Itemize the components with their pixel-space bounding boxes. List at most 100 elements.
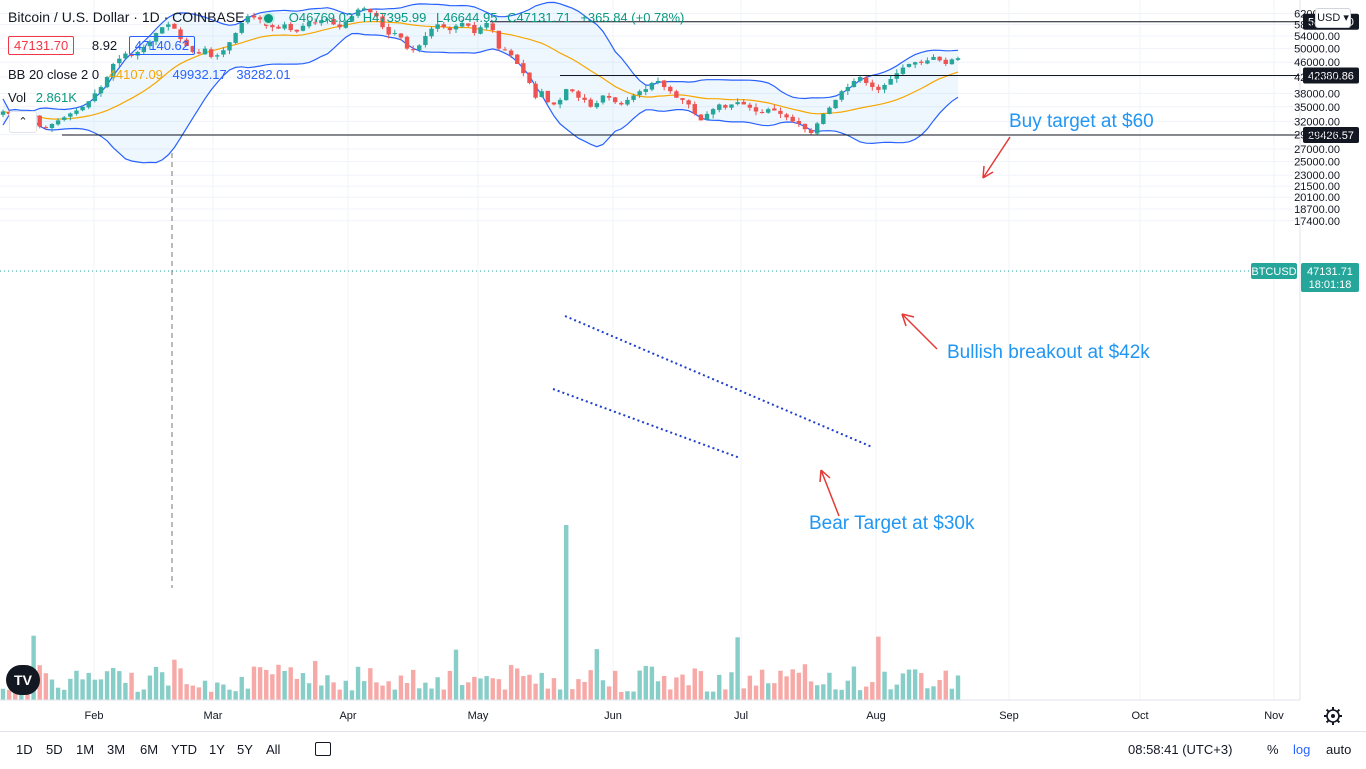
volume-bar: [484, 676, 489, 700]
volume-bar: [533, 683, 538, 700]
descending-channel: [552, 315, 873, 459]
volume-bars: [0, 525, 961, 700]
spread-value: 8.92: [91, 38, 118, 53]
tf-1d[interactable]: 1D: [16, 742, 33, 757]
candle-body: [300, 25, 306, 31]
bb-upper-value: 49932.17: [172, 67, 227, 82]
sell-price-button[interactable]: 47131.70: [8, 36, 75, 55]
buy-price-button[interactable]: 47140.62: [128, 36, 196, 55]
tf-1y[interactable]: 1Y: [209, 742, 225, 757]
candle-body: [931, 56, 936, 60]
tf-5d[interactable]: 5D: [46, 742, 63, 757]
candle-body: [417, 45, 422, 50]
candle-body: [955, 58, 961, 60]
candle-body: [502, 49, 508, 51]
volume-bar: [919, 673, 924, 700]
currency-select[interactable]: USD ▾: [1315, 8, 1351, 28]
vol-value: 2.861K: [35, 90, 77, 105]
bollinger-legend[interactable]: BB 20 close 2 0 44107.09 49932.17 38282.…: [8, 67, 297, 82]
volume-bar: [717, 674, 722, 700]
volume-bar: [215, 682, 220, 700]
bid-ask-row: 47131.70 8.92 47140.62: [8, 36, 201, 55]
candle-body: [92, 93, 98, 102]
collapse-legend-button[interactable]: ⌃: [9, 111, 37, 133]
volume-bar: [753, 685, 759, 700]
volume-bar: [888, 689, 893, 700]
candle-body: [784, 114, 789, 118]
candle-body: [839, 91, 844, 100]
volume-bar: [704, 691, 710, 700]
candle-body: [392, 33, 397, 35]
volume-bar: [447, 670, 453, 700]
log-toggle[interactable]: log: [1293, 742, 1311, 757]
volume-bar: [276, 664, 281, 700]
volume-bar: [251, 666, 257, 700]
tf-5y[interactable]: 5Y: [237, 742, 253, 757]
vol-label: Vol: [8, 90, 27, 105]
last-price-value: 47131.71: [1307, 266, 1353, 278]
percent-toggle[interactable]: %: [1267, 742, 1279, 757]
auto-toggle[interactable]: auto: [1326, 742, 1352, 757]
volume-bar: [208, 691, 214, 700]
candle-body: [380, 16, 385, 28]
volume-bar: [833, 689, 838, 700]
volume-bar: [588, 670, 593, 700]
volume-bar: [374, 682, 379, 700]
candle-body: [888, 78, 893, 85]
volume-bar: [129, 672, 134, 700]
volume-bar: [202, 680, 208, 700]
candle-body: [527, 72, 532, 83]
candle-body: [570, 89, 575, 92]
candle-body: [619, 102, 624, 105]
y-tick-label: 20100.00: [1294, 192, 1340, 204]
volume-bar: [221, 684, 226, 700]
volume-bar: [233, 691, 238, 700]
candle-body: [227, 42, 232, 51]
volume-bar: [490, 678, 495, 700]
volume-bar: [955, 675, 961, 700]
settings-gear-icon[interactable]: [1324, 707, 1342, 725]
candle-body: [496, 30, 502, 49]
y-tick-label: 29500.00: [1294, 130, 1340, 142]
candle-body: [313, 22, 318, 24]
candle-body: [594, 103, 600, 108]
candle-body: [551, 102, 557, 105]
volume-bar: [814, 685, 820, 700]
clock-display[interactable]: 08:58:41 (UTC+3): [1128, 742, 1233, 757]
candle-body: [478, 27, 483, 34]
symbol-title[interactable]: Bitcoin / U.S. Dollar · 1D · COINBASE: [8, 9, 245, 25]
tf-ytd[interactable]: YTD: [171, 742, 197, 757]
volume-bar: [649, 666, 655, 700]
x-tick-label: Aug: [866, 710, 886, 722]
tf-1m[interactable]: 1M: [76, 742, 95, 757]
volume-bar: [876, 636, 881, 700]
candle-body: [355, 9, 361, 16]
tf-6m[interactable]: 6M: [140, 742, 159, 757]
date-range-icon[interactable]: [315, 742, 331, 756]
candle-body: [533, 83, 538, 98]
candle-body: [808, 129, 814, 134]
y-tick-label: 25000.00: [1294, 157, 1340, 169]
tf-3m[interactable]: 3M: [107, 742, 126, 757]
volume-bar: [894, 684, 899, 700]
volume-bar: [680, 674, 685, 700]
tf-all[interactable]: All: [266, 742, 281, 757]
bottom-toolbar: 1D 5D 1M 3M 6M YTD 1Y 5Y All 08:58:41 (U…: [0, 731, 1366, 769]
candle-body: [306, 21, 312, 27]
candle-body: [637, 91, 642, 96]
candle-body: [564, 89, 569, 101]
volume-bar: [496, 679, 502, 700]
candle-body: [704, 113, 710, 120]
last-price-label: BTCUSD 47131.71 18:01:18: [0, 263, 1359, 292]
volume-bar: [570, 689, 575, 700]
candle-body: [490, 23, 495, 31]
candle-body: [319, 20, 324, 24]
candle-body: [717, 104, 722, 110]
level-price-tag: [1303, 67, 1359, 84]
volume-legend[interactable]: Vol 2.861K: [8, 90, 83, 105]
volume-bar: [349, 690, 355, 700]
candle-body: [796, 120, 802, 124]
volume-bar: [857, 690, 863, 700]
volume-bar: [631, 691, 636, 700]
